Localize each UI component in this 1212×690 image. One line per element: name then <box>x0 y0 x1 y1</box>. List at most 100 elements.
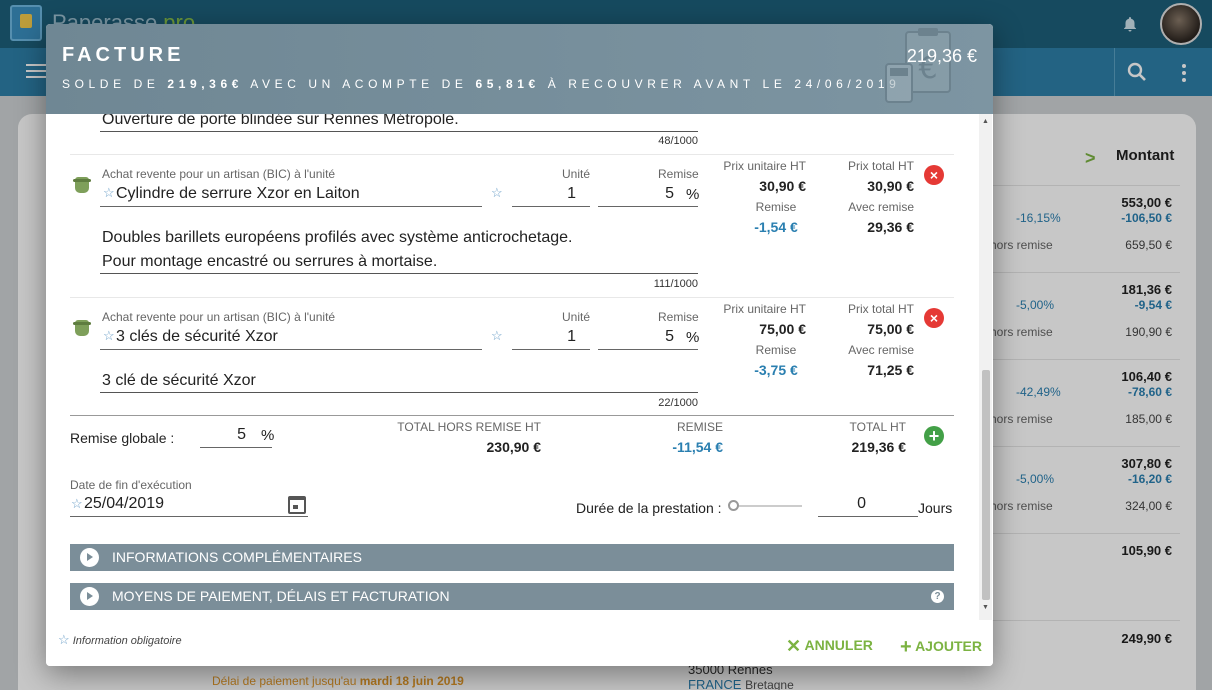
percent-sign: % <box>686 329 700 346</box>
duration-unit: Jours <box>918 500 953 516</box>
row-amount: 106,40 € <box>1121 369 1172 384</box>
article-pot-icon[interactable] <box>73 177 91 193</box>
line-description[interactable]: 3 clé de sécurité Xzor <box>102 372 256 389</box>
line-description[interactable]: Pour montage encastré ou serrures à mort… <box>102 253 438 270</box>
add-button[interactable]: + AJOUTER <box>900 636 982 658</box>
unit-label: Unité <box>562 167 591 181</box>
total-hors-remise-label: TOTAL HORS REMISE HT <box>397 420 541 434</box>
article-name-input[interactable]: 3 clés de sécurité Xzor <box>100 326 482 350</box>
list-row[interactable]: 249,90 € <box>990 620 1180 690</box>
scroll-up-icon[interactable]: ▲ <box>982 118 989 125</box>
modal-header: FACTURE SOLDE DE 219,36€ AVEC UN ACOMPTE… <box>46 24 993 114</box>
row-hr-value: 324,00 € <box>1125 499 1172 513</box>
end-date-input[interactable]: 25/04/2019 <box>70 493 308 517</box>
list-row[interactable]: 553,00 € -106,50 € -16,15% hors remise 6… <box>990 185 1180 273</box>
line-remise-amount: -3,75 € <box>754 362 798 378</box>
with-remise-amount: 29,36 € <box>867 219 914 235</box>
svg-text:€: € <box>918 51 937 86</box>
close-icon: ✕ <box>786 636 802 656</box>
line-remise-label: Remise <box>755 200 797 214</box>
row-pct: -5,00% <box>1016 298 1055 312</box>
row-amount: 553,00 € <box>1121 195 1172 210</box>
description-underline <box>100 273 698 274</box>
char-counter: 22/1000 <box>658 397 698 409</box>
total-remise-label: REMISE <box>676 420 723 434</box>
section-paiement[interactable]: MOYENS DE PAIEMENT, DÉLAIS ET FACTURATIO… <box>70 583 954 610</box>
unit-price: 75,00 € <box>759 321 806 337</box>
montant-column-header[interactable]: Montant <box>1116 147 1175 164</box>
row-hr-value: 190,90 € <box>1125 325 1172 339</box>
date-label: Date de fin d'exécution <box>70 478 192 492</box>
nav-search-button[interactable] <box>1114 48 1158 96</box>
chevron-right-icon[interactable]: > <box>1085 148 1096 168</box>
bell-icon[interactable] <box>1122 16 1138 32</box>
duration-input[interactable]: 0 <box>818 493 918 517</box>
payment-due: Délai de paiement jusqu'au mardi 18 juin… <box>212 674 464 688</box>
line-category: Achat revente pour un artisan (BIC) à l'… <box>102 310 336 324</box>
total-price: 30,90 € <box>867 178 914 194</box>
star-icon: ☆ <box>491 185 503 200</box>
with-remise-label: Avec remise <box>848 343 914 357</box>
more-vert-icon[interactable] <box>1180 64 1188 82</box>
row-amount: 181,36 € <box>1121 282 1172 297</box>
plus-icon: + <box>900 636 912 658</box>
scrollbar-thumb[interactable] <box>982 370 990 600</box>
modal-body[interactable]: Ouverture de porte blindée sur Rennes Mé… <box>46 114 993 620</box>
list-row[interactable]: 106,40 € -78,60 € -42,49% hors remise 18… <box>990 359 1180 446</box>
quantity-input[interactable]: 1 <box>512 183 590 207</box>
search-icon <box>1127 62 1146 81</box>
row-hr-label: hors remise <box>990 238 1053 252</box>
delete-line-icon[interactable]: × <box>924 165 944 185</box>
description-underline <box>100 392 698 393</box>
list-row[interactable]: 105,90 € <box>990 533 1180 620</box>
unit-price-label: Prix unitaire HT <box>723 302 806 316</box>
row-hr-label: hors remise <box>990 499 1053 513</box>
list-row[interactable]: 307,80 € -16,20 € -5,00% hors remise 324… <box>990 446 1180 533</box>
row-discount: -9,54 € <box>1134 298 1172 312</box>
calendar-icon[interactable] <box>288 496 306 514</box>
global-remise-input[interactable]: 5 <box>200 424 272 448</box>
unit-price: 30,90 € <box>759 178 806 194</box>
list-row[interactable]: 181,36 € -9,54 € -5,00% hors remise 190,… <box>990 272 1180 359</box>
line-description[interactable]: Ouverture de porte blindée sur Rennes Mé… <box>102 114 459 128</box>
article-name-input[interactable]: Cylindre de serrure Xzor en Laiton <box>100 183 482 207</box>
section-title: MOYENS DE PAIEMENT, DÉLAIS ET FACTURATIO… <box>112 588 450 604</box>
description-underline <box>100 131 698 132</box>
modal-footer: ☆ Information obligatoire ✕ ANNULER + AJ… <box>46 620 993 666</box>
with-remise-amount: 71,25 € <box>867 362 914 378</box>
star-icon: ☆ <box>71 496 83 511</box>
line-separator <box>70 297 954 298</box>
menu-icon[interactable] <box>26 64 46 80</box>
expand-icon <box>80 587 99 606</box>
row-hr-label: hors remise <box>990 412 1053 426</box>
article-pot-icon[interactable] <box>73 320 91 336</box>
with-remise-label: Avec remise <box>848 200 914 214</box>
line-remise-input[interactable]: 5 <box>598 183 698 207</box>
unit-price-label: Prix unitaire HT <box>723 159 806 173</box>
help-icon[interactable]: ? <box>931 590 944 603</box>
expand-icon <box>80 548 99 567</box>
total-price: 75,00 € <box>867 321 914 337</box>
total-price-label: Prix total HT <box>847 159 914 173</box>
row-hr-label: hors remise <box>990 325 1053 339</box>
line-description[interactable]: Doubles barillets européens profilés ave… <box>102 229 573 246</box>
add-line-icon[interactable]: + <box>924 426 944 446</box>
duration-slider[interactable] <box>732 505 802 507</box>
app-logo-icon[interactable] <box>10 5 42 41</box>
duration-slider-knob[interactable] <box>728 500 739 511</box>
line-remise-input[interactable]: 5 <box>598 326 698 350</box>
scroll-down-icon[interactable]: ▼ <box>982 604 989 611</box>
line-category: Achat revente pour un artisan (BIC) à l'… <box>102 167 336 181</box>
total-hors-remise: 230,90 € <box>486 439 542 455</box>
modal-subtitle: SOLDE DE 219,36€ AVEC UN ACOMPTE DE 65,8… <box>62 77 901 91</box>
total-ht-label: TOTAL HT <box>849 420 906 434</box>
delete-line-icon[interactable]: × <box>924 308 944 328</box>
cancel-button[interactable]: ✕ ANNULER <box>786 636 873 656</box>
required-note: ☆ Information obligatoire <box>58 632 182 647</box>
section-infos-complementaires[interactable]: INFORMATIONS COMPLÉMENTAIRES <box>70 544 954 571</box>
quantity-input[interactable]: 1 <box>512 326 590 350</box>
modal-scrollbar[interactable]: ▲ ▼ <box>979 114 992 620</box>
row-amount: 249,90 € <box>1121 631 1172 646</box>
row-hr-value: 185,00 € <box>1125 412 1172 426</box>
user-avatar[interactable] <box>1160 3 1202 45</box>
